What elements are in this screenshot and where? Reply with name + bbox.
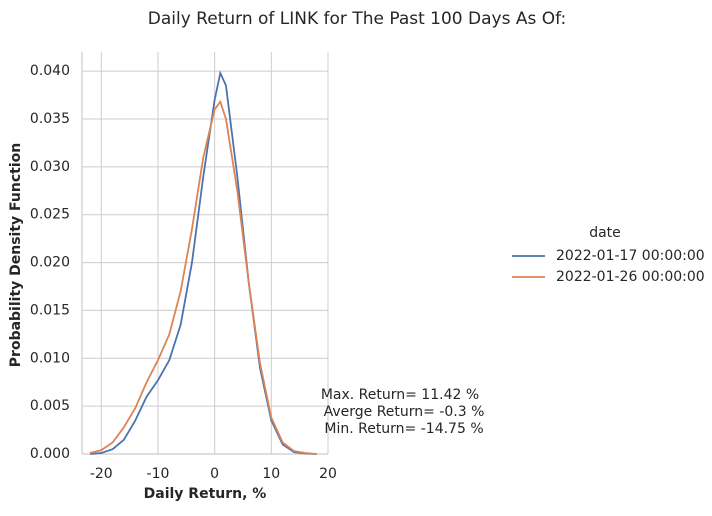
y-tick-label: 0.040 (30, 63, 70, 79)
y-tick-label: 0.005 (30, 398, 70, 414)
x-tick-label: 10 (262, 466, 280, 482)
x-tick-label: -10 (147, 466, 170, 482)
density-line (89, 99, 317, 455)
density-line (89, 70, 317, 455)
y-tick-label: 0.020 (30, 255, 70, 271)
x-tick-label: 20 (319, 466, 337, 482)
annotation: Averge Return= -0.3 % (324, 404, 485, 420)
chart-title: Daily Return of LINK for The Past 100 Da… (148, 9, 566, 29)
legend-title: date (589, 225, 621, 241)
y-tick-label: 0.035 (30, 111, 70, 127)
y-tick-label: 0.010 (30, 350, 70, 366)
y-tick-label: 0.000 (30, 446, 70, 462)
legend-label: 2022-01-17 00:00:00 (556, 248, 705, 264)
y-tick-label: 0.025 (30, 207, 70, 223)
annotation: Min. Return= -14.75 % (324, 421, 483, 437)
x-axis-label: Daily Return, % (144, 486, 267, 502)
legend-label: 2022-01-26 00:00:00 (556, 269, 705, 285)
y-tick-label: 0.015 (30, 302, 70, 318)
x-tick-label: 0 (210, 466, 219, 482)
y-tick-label: 0.030 (30, 159, 70, 175)
x-tick-label: -20 (90, 466, 113, 482)
annotation: Max. Return= 11.42 % (321, 387, 479, 403)
y-axis-label: Probability Density Function (8, 143, 24, 367)
